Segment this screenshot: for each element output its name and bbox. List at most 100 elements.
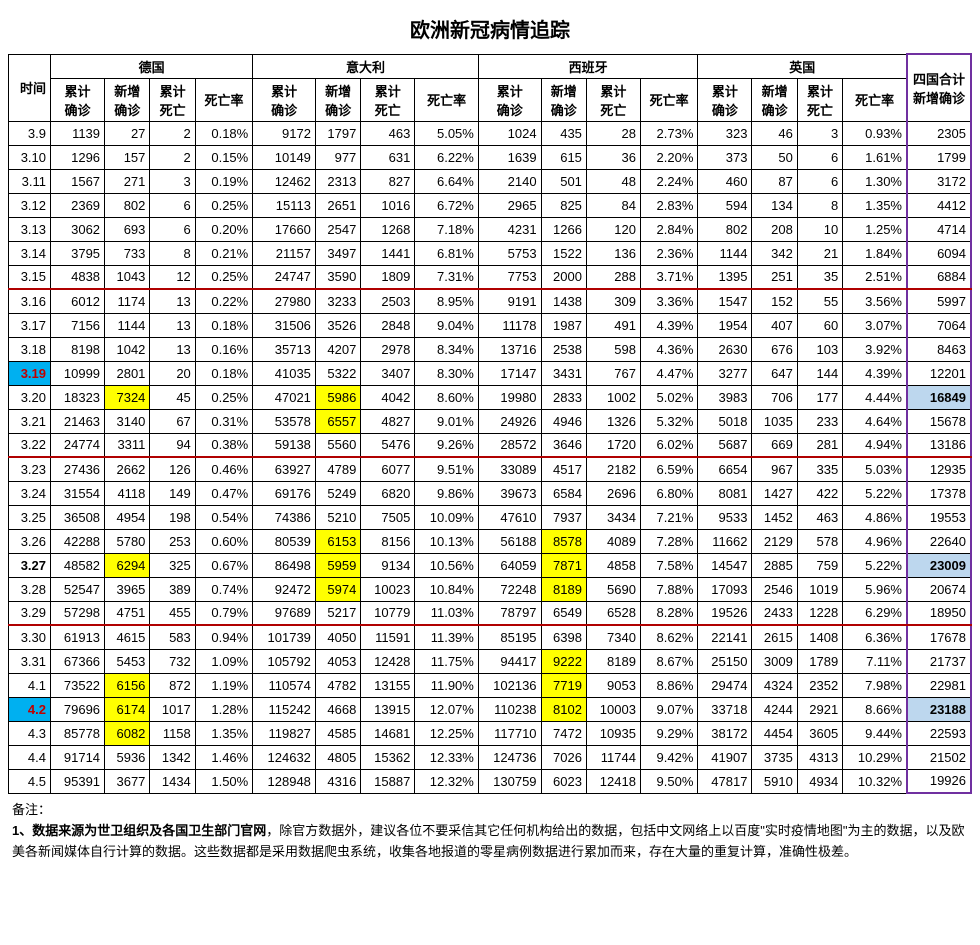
- cell-date: 4.4: [9, 745, 51, 769]
- cell: 5910: [752, 769, 797, 793]
- cell: 31506: [253, 313, 316, 337]
- cell: 12: [150, 265, 195, 289]
- cell: 4.36%: [640, 337, 697, 361]
- cell: 6398: [541, 625, 586, 649]
- cell-date: 3.30: [9, 625, 51, 649]
- cell: 117710: [478, 721, 541, 745]
- cell: 7.31%: [415, 265, 479, 289]
- cell: 5.22%: [843, 481, 907, 505]
- cell: 24774: [51, 433, 105, 457]
- cell: 6820: [361, 481, 415, 505]
- cell: 1567: [51, 169, 105, 193]
- cell: 1035: [752, 409, 797, 433]
- cell: 144: [797, 361, 842, 385]
- cell: 1438: [541, 289, 586, 313]
- cell: 84: [586, 193, 640, 217]
- table-row: 3.911392720.18%917217974635.05%102443528…: [9, 121, 972, 145]
- cell: 35713: [253, 337, 316, 361]
- cell: 253: [150, 529, 195, 553]
- cell: 20: [150, 361, 195, 385]
- cell: 110574: [253, 673, 316, 697]
- cell: 80539: [253, 529, 316, 553]
- cell: 6294: [105, 553, 150, 577]
- cell: 10.13%: [415, 529, 479, 553]
- col-sub: 死亡率: [195, 78, 252, 121]
- cell: 1452: [752, 505, 797, 529]
- cell: 4585: [315, 721, 360, 745]
- cell: 10.56%: [415, 553, 479, 577]
- cell: 1002: [586, 385, 640, 409]
- cell: 149: [150, 481, 195, 505]
- cell: 36: [586, 145, 640, 169]
- cell: 1797: [315, 121, 360, 145]
- cell: 5453: [105, 649, 150, 673]
- cell: 4207: [315, 337, 360, 361]
- cell: 1.25%: [843, 217, 907, 241]
- cell: 64059: [478, 553, 541, 577]
- cell: 967: [752, 457, 797, 481]
- cell: 13: [150, 313, 195, 337]
- col-sub: 累计死亡: [586, 78, 640, 121]
- cell: 11.39%: [415, 625, 479, 649]
- cell: 41035: [253, 361, 316, 385]
- cell: 2.73%: [640, 121, 697, 145]
- cell: 105792: [253, 649, 316, 673]
- cell-total: 2305: [907, 121, 971, 145]
- cell-date: 3.11: [9, 169, 51, 193]
- cell-date: 3.15: [9, 265, 51, 289]
- cell-date: 4.1: [9, 673, 51, 697]
- cell: 13716: [478, 337, 541, 361]
- cell: 124632: [253, 745, 316, 769]
- cell: 578: [797, 529, 842, 553]
- cell: 1408: [797, 625, 842, 649]
- cell: 1987: [541, 313, 586, 337]
- cell: 4.86%: [843, 505, 907, 529]
- cell: 3140: [105, 409, 150, 433]
- cell: 7505: [361, 505, 415, 529]
- cell: 4313: [797, 745, 842, 769]
- cell: 2965: [478, 193, 541, 217]
- cell: 95391: [51, 769, 105, 793]
- cell: 8198: [51, 337, 105, 361]
- cell: 73522: [51, 673, 105, 697]
- footnote-bold: 1、数据来源为世卫组织及各国卫生部门官网: [12, 823, 266, 838]
- cell: 7472: [541, 721, 586, 745]
- cell: 2433: [752, 601, 797, 625]
- cell: 5.96%: [843, 577, 907, 601]
- cell: 2313: [315, 169, 360, 193]
- cell-total: 21737: [907, 649, 971, 673]
- cell: 3277: [698, 361, 752, 385]
- cell: 2: [150, 145, 195, 169]
- cell: 4.94%: [843, 433, 907, 457]
- cell: 8.28%: [640, 601, 697, 625]
- cell: 4668: [315, 697, 360, 721]
- cell: 110238: [478, 697, 541, 721]
- cell: 17093: [698, 577, 752, 601]
- cell-total: 22593: [907, 721, 971, 745]
- cell: 335: [797, 457, 842, 481]
- cell: 251: [752, 265, 797, 289]
- cell: 1144: [105, 313, 150, 337]
- cell: 4244: [752, 697, 797, 721]
- cell: 15887: [361, 769, 415, 793]
- cell: 10.32%: [843, 769, 907, 793]
- cell: 7340: [586, 625, 640, 649]
- cell: 4053: [315, 649, 360, 673]
- cell: 9053: [586, 673, 640, 697]
- cell: 1.61%: [843, 145, 907, 169]
- footnote-label: 备注：: [12, 802, 51, 817]
- cell: 157: [105, 145, 150, 169]
- table-body: 3.911392720.18%917217974635.05%102443528…: [9, 121, 972, 793]
- cell: 0.15%: [195, 145, 252, 169]
- cell: 5986: [315, 385, 360, 409]
- cell: 94: [150, 433, 195, 457]
- cell: 1.50%: [195, 769, 252, 793]
- cell: 29474: [698, 673, 752, 697]
- table-row: 3.232743626621260.46%63927478960779.51%3…: [9, 457, 972, 481]
- cell: 6077: [361, 457, 415, 481]
- cell: 4954: [105, 505, 150, 529]
- table-row: 3.19109992801200.18%41035532234078.30%17…: [9, 361, 972, 385]
- cell: 3.92%: [843, 337, 907, 361]
- cell: 6.64%: [415, 169, 479, 193]
- cell-total: 12201: [907, 361, 971, 385]
